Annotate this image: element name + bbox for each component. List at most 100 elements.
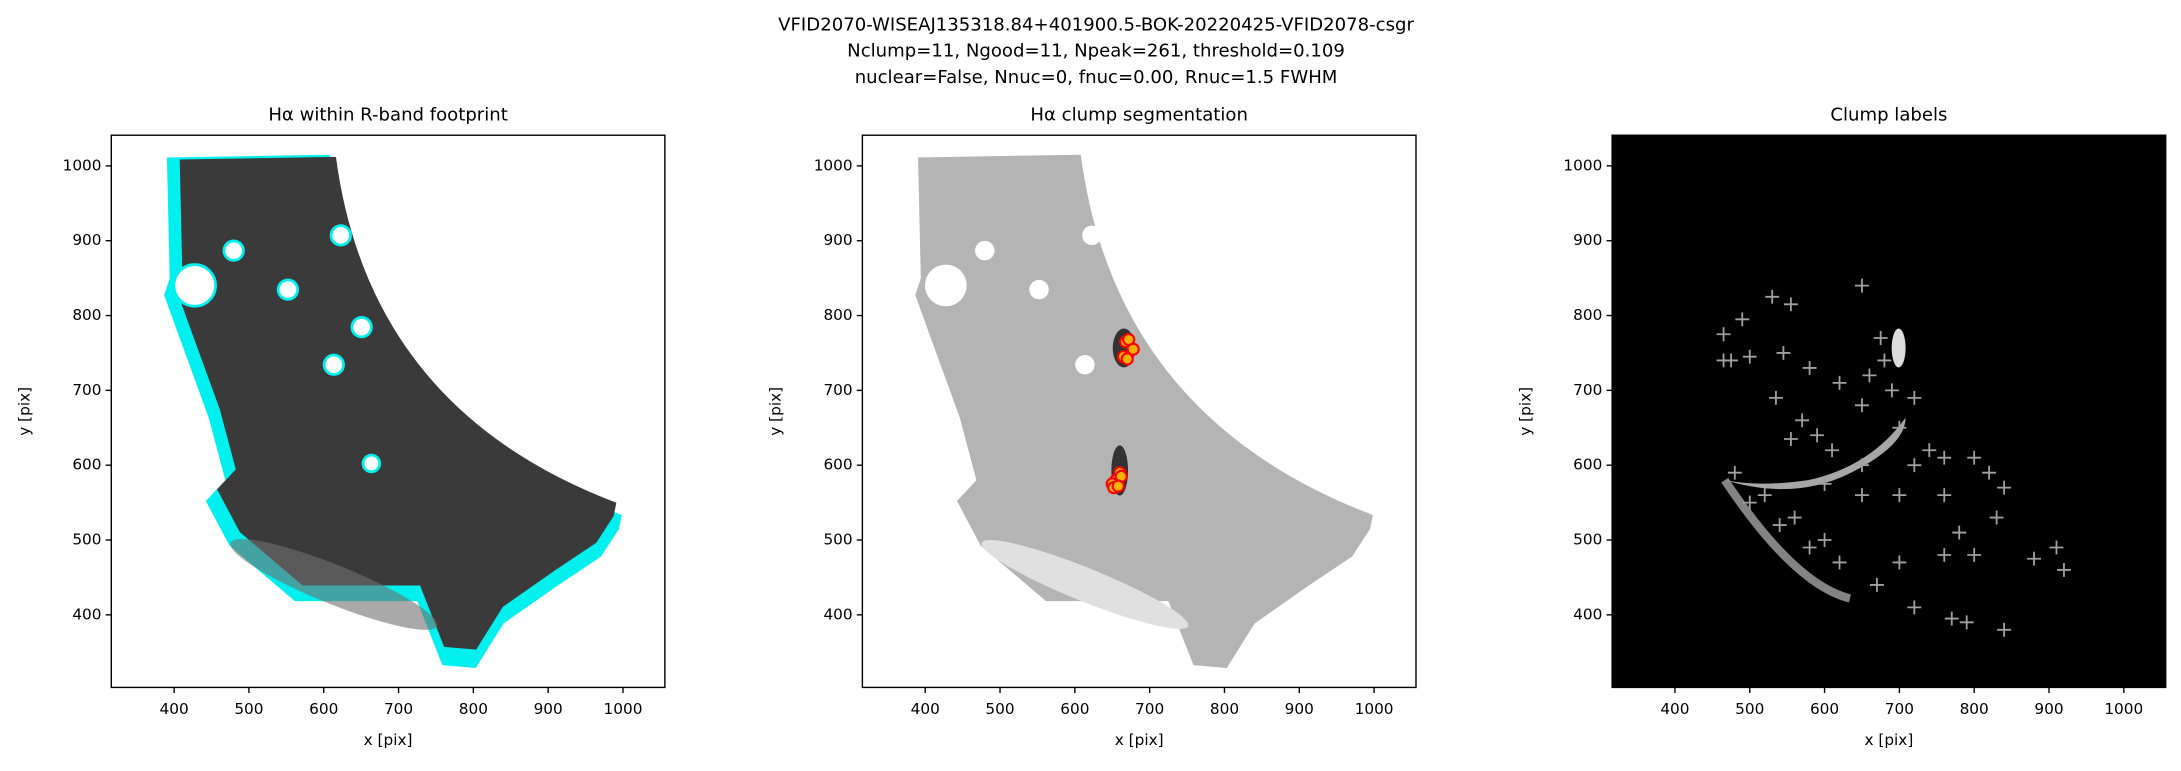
x-axis-label: x [pix] <box>364 731 413 749</box>
y-tick-label: 900 <box>72 231 101 249</box>
x-tick-label: 800 <box>1210 700 1239 718</box>
y-tick-label: 400 <box>72 605 101 623</box>
image-segmentation <box>915 154 1373 668</box>
x-tick-label: 600 <box>309 700 338 718</box>
clump-marker <box>1937 548 1952 562</box>
clump-marker <box>1776 346 1791 360</box>
clump-marker <box>1892 420 1907 435</box>
clump-marker <box>1832 375 1847 390</box>
clump-marker <box>1967 450 1982 465</box>
image-halpha <box>164 154 622 668</box>
clump-marker <box>2027 551 2041 566</box>
y-tick-label: 400 <box>823 605 852 623</box>
x-tick-label: 600 <box>1060 700 1089 718</box>
y-tick-label: 500 <box>72 531 101 549</box>
clump-marker <box>1765 289 1780 304</box>
clump-marker <box>1855 488 1869 503</box>
clump-marker <box>1810 428 1825 443</box>
clump-marker <box>1869 577 1884 592</box>
clump-marker <box>1959 615 1974 630</box>
x-axis-label: x [pix] <box>1864 731 1913 749</box>
clump-marker <box>1997 480 2012 495</box>
axes-title: Hα clump segmentation <box>1030 105 1248 126</box>
x-tick-label: 800 <box>459 700 488 718</box>
x-tick-label: 900 <box>2034 700 2063 718</box>
y-tick-label: 700 <box>1573 381 1602 399</box>
clump-marker <box>1802 360 1817 375</box>
y-tick-label: 500 <box>823 531 852 549</box>
suptitle: VFID2070-WISEAJ135318.84+401900.5-BOK-20… <box>778 14 1414 35</box>
clump-marker <box>1768 390 1783 405</box>
y-tick-label: 1000 <box>63 156 102 174</box>
clump-marker <box>1757 488 1772 503</box>
clump-marker <box>1802 540 1817 555</box>
y-axis-label: y [pix] <box>767 387 785 436</box>
clump-marker <box>1832 555 1847 570</box>
x-tick-label: 1000 <box>2104 700 2143 718</box>
clump-marker <box>1873 331 1888 345</box>
clump-marker <box>1742 495 1757 510</box>
y-tick-label: 900 <box>823 231 852 249</box>
clump-marker <box>1817 476 1832 491</box>
clump-marker <box>1795 413 1810 428</box>
clump-marker <box>1855 458 1869 473</box>
axes-frame <box>110 134 666 689</box>
clump-marker <box>1937 450 1952 465</box>
clump-marker <box>1989 510 2004 525</box>
image-labels <box>1612 135 2166 688</box>
clump-marker <box>1862 368 1877 383</box>
clump-marker <box>1783 432 1798 446</box>
y-axis-label: y [pix] <box>1516 387 1534 436</box>
clump-marker <box>1825 443 1839 458</box>
clump-marker <box>1111 479 1125 493</box>
clump-marker <box>1907 390 1922 405</box>
x-tick-label: 500 <box>234 700 263 718</box>
x-tick-label: 800 <box>1960 700 1989 718</box>
x-tick-label: 1000 <box>1355 700 1394 718</box>
x-axis-label: x [pix] <box>1115 731 1164 749</box>
clump-marker <box>1817 533 1832 547</box>
clump-marker <box>2056 562 2071 577</box>
clump-marker <box>1772 518 1787 533</box>
clump-marker <box>1120 352 1134 366</box>
y-tick-label: 700 <box>823 381 852 399</box>
suptitle: Nclump=11, Ngood=11, Npeak=261, threshol… <box>847 41 1345 62</box>
clump-marker <box>1907 600 1922 615</box>
y-tick-label: 500 <box>1573 531 1602 549</box>
clump-marker <box>1967 548 1982 562</box>
clump-marker <box>1724 353 1739 368</box>
clump-marker <box>1944 611 1959 626</box>
axes-title: Hα within R-band footprint <box>268 105 507 126</box>
clump-marker <box>1937 488 1952 503</box>
clump-marker <box>1892 488 1907 503</box>
x-tick-label: 900 <box>534 700 563 718</box>
y-tick-label: 800 <box>1573 306 1602 324</box>
y-tick-label: 1000 <box>814 156 853 174</box>
clump-marker <box>1922 443 1937 458</box>
clump-marker <box>1907 458 1922 473</box>
x-tick-label: 700 <box>1135 700 1164 718</box>
axes-title: Clump labels <box>1830 105 1947 126</box>
y-axis-label: y [pix] <box>16 387 34 436</box>
y-tick-label: 700 <box>72 381 101 399</box>
x-tick-label: 400 <box>911 700 940 718</box>
axes-frame <box>861 134 1417 689</box>
clump-marker <box>1783 297 1798 312</box>
x-tick-label: 400 <box>1660 700 1689 718</box>
clump-marker <box>1727 465 1742 480</box>
x-tick-label: 500 <box>1735 700 1764 718</box>
clump-marker <box>1126 342 1140 356</box>
clump-marker <box>1787 510 1802 525</box>
clump-marker <box>1855 278 1869 293</box>
clump-marker <box>1742 349 1757 364</box>
axes-frame <box>1611 134 2167 689</box>
x-tick-label: 500 <box>985 700 1014 718</box>
clump-marker <box>1884 383 1899 398</box>
clump-marker <box>1997 622 2012 637</box>
y-tick-label: 600 <box>72 456 101 474</box>
clump-marker <box>1877 353 1892 368</box>
x-tick-label: 1000 <box>604 700 643 718</box>
x-tick-label: 700 <box>384 700 413 718</box>
clump-marker <box>1892 555 1907 570</box>
